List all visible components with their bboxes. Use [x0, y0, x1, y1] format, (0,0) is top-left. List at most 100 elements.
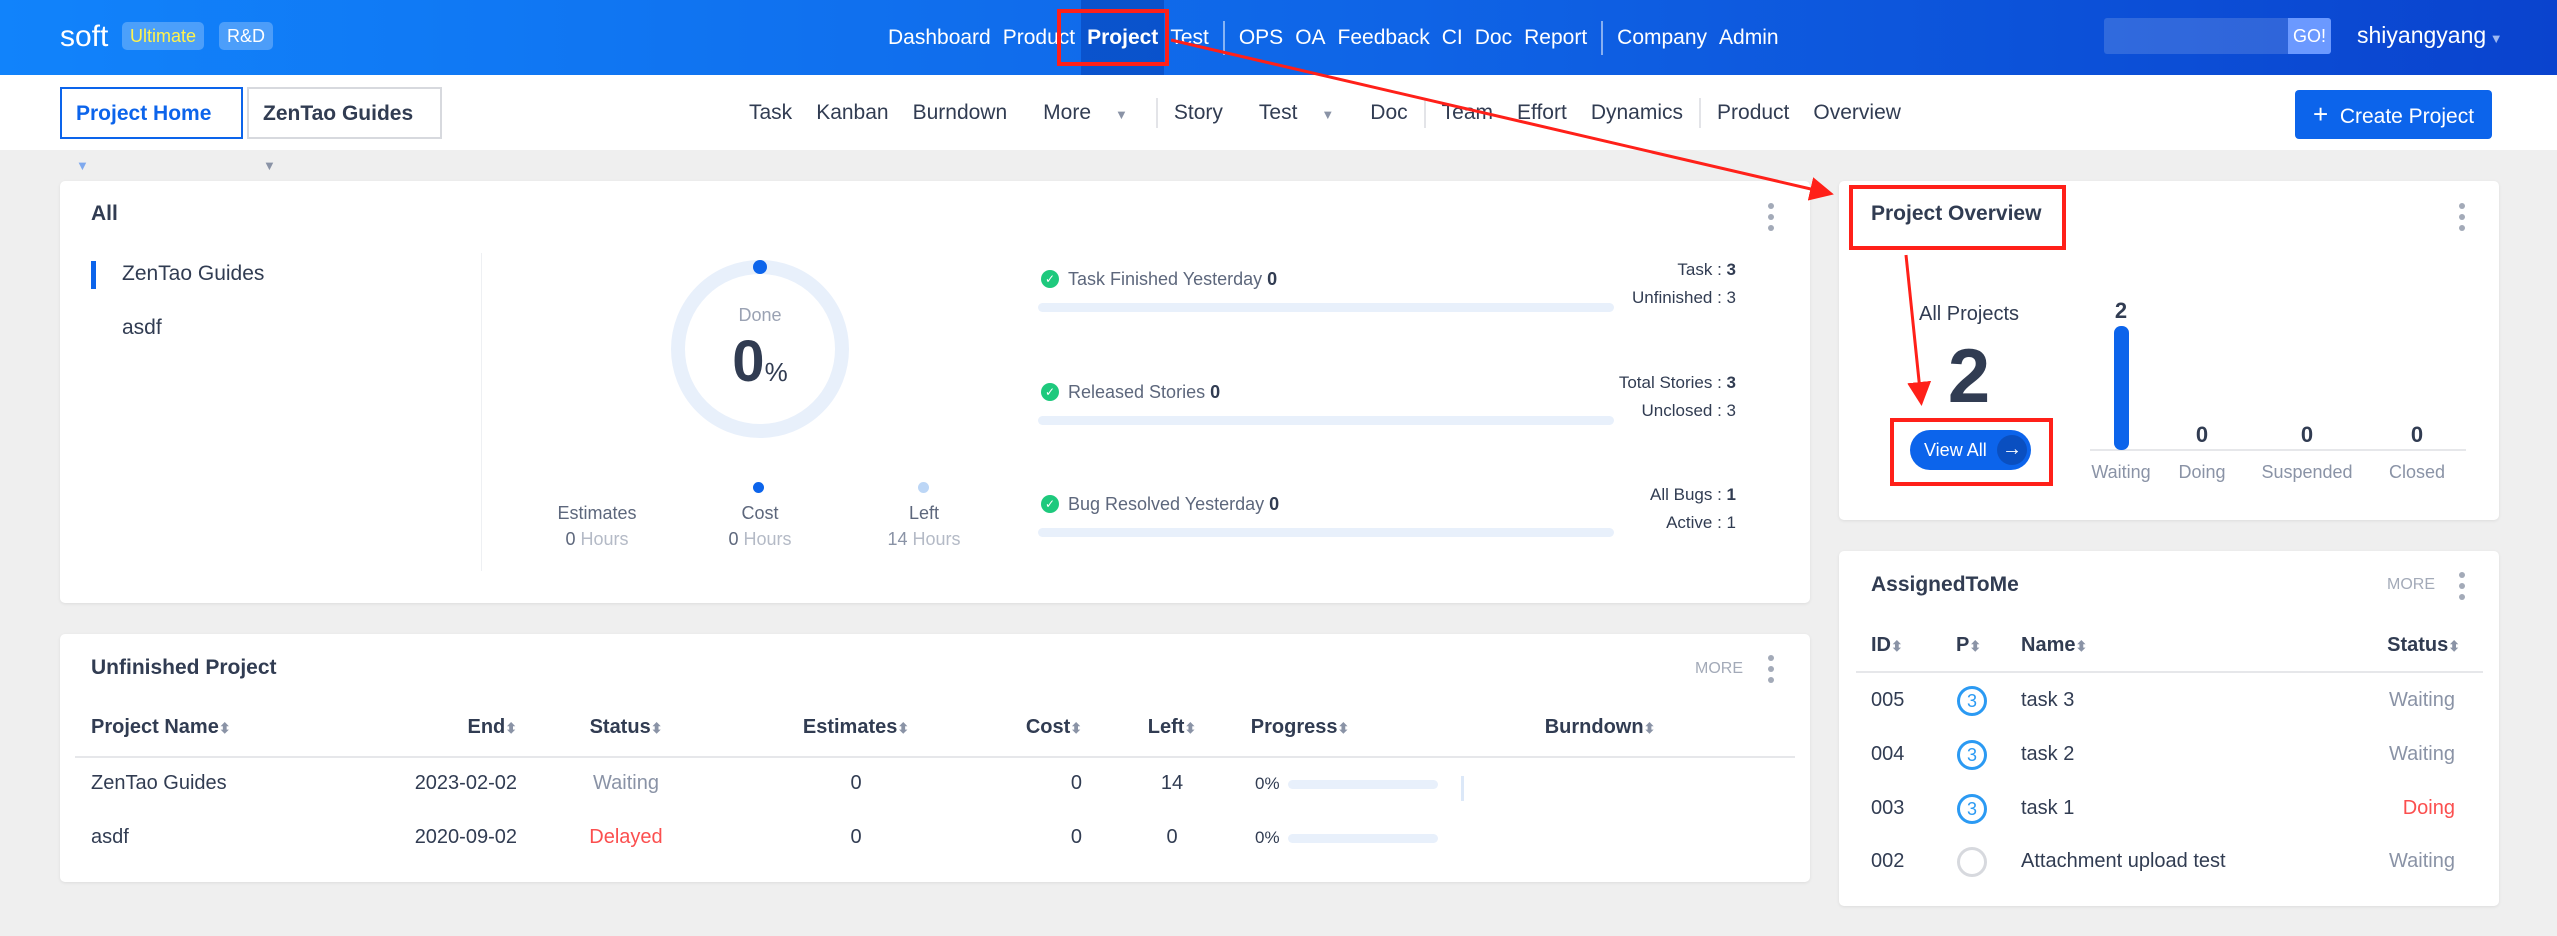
more-options-icon[interactable] [1768, 203, 1776, 236]
project-name-link[interactable]: ZenTao Guides [91, 772, 227, 794]
subnav-task[interactable]: Task [749, 100, 793, 124]
create-project-label: Create Project [2339, 105, 2475, 128]
subnav-doc[interactable]: Doc [1370, 100, 1408, 124]
nav-report[interactable]: Report [1524, 26, 1588, 49]
subnav-more-label: More [1043, 100, 1092, 124]
sort-icon[interactable]: ⬍ [1184, 720, 1197, 736]
nav-feedback[interactable]: Feedback [1337, 26, 1430, 49]
subnav-story[interactable]: Story [1173, 100, 1223, 124]
card-title: All [91, 202, 118, 225]
project-name-link[interactable]: asdf [91, 826, 129, 848]
left-dot [918, 482, 929, 493]
nav-doc[interactable]: Doc [1474, 26, 1513, 49]
subnav-team[interactable]: Team [1441, 100, 1494, 124]
chart-category-label: Doing [2178, 462, 2225, 482]
subnav-more[interactable]: More ▼ [1019, 101, 1152, 125]
column-header-label: Name [2021, 634, 2076, 656]
subnav-effort[interactable]: Effort [1517, 100, 1567, 124]
task-name-link[interactable]: task 2 [2021, 743, 2075, 765]
task-name-link[interactable]: Attachment upload test [2021, 850, 2226, 872]
more-link[interactable]: MORE [2387, 576, 2435, 593]
column-header[interactable]: ID⬍ [1871, 634, 1903, 657]
sort-icon[interactable]: ⬍ [505, 720, 517, 736]
subnav-kanban[interactable]: Kanban [816, 100, 889, 124]
column-header-label: ID [1871, 634, 1891, 656]
breadcrumb-project-home[interactable]: Project Home ▼ [60, 87, 243, 173]
column-header[interactable]: Cost⬍ [882, 716, 1082, 739]
sort-icon[interactable]: ⬍ [897, 720, 910, 736]
column-header[interactable]: Project Name⬍ [91, 716, 231, 739]
sort-icon[interactable]: ⬍ [1070, 720, 1082, 736]
project-status-chart: 2 Waiting 0 Doing 0 Suspended 0 Closed [2090, 298, 2466, 482]
sort-icon[interactable]: ⬍ [218, 720, 231, 736]
nav-dashboard[interactable]: Dashboard [888, 26, 991, 49]
cost-label: Cost [741, 503, 779, 523]
breadcrumb-project[interactable]: ZenTao Guides ▼ [247, 87, 442, 173]
sort-icon[interactable]: ⬍ [2448, 638, 2460, 654]
view-all-label: View All [1924, 440, 1987, 460]
sort-icon[interactable]: ⬍ [1891, 638, 1903, 654]
chevron-down-icon: ▼ [1321, 106, 1335, 122]
nav-admin[interactable]: Admin [1719, 26, 1779, 49]
nav-product[interactable]: Product [1002, 26, 1076, 49]
card-title: Project Overview [1871, 202, 2042, 225]
chart-category-label: Suspended [2261, 462, 2352, 482]
column-header[interactable]: Estimates⬍ [756, 716, 956, 739]
nav-ci[interactable]: CI [1441, 26, 1463, 49]
nav-company[interactable]: Company [1617, 26, 1708, 49]
column-header[interactable]: P⬍ [1956, 634, 1981, 657]
done-number: 0 [732, 329, 765, 394]
subnav-burndown[interactable]: Burndown [912, 100, 1008, 124]
search-go-button[interactable]: GO! [2288, 18, 2331, 54]
sort-icon[interactable]: ⬍ [650, 720, 663, 736]
subnav-product[interactable]: Product [1717, 100, 1790, 124]
column-header[interactable]: Name⬍ [2021, 634, 2087, 657]
stat-total: All Bugs : 1 [1560, 485, 1736, 505]
project-list-item[interactable]: asdf [122, 316, 162, 339]
chart-value-label: 2 [2115, 298, 2127, 323]
view-all-button[interactable]: View All → [1910, 430, 2031, 470]
task-name-link[interactable]: task 1 [2021, 797, 2075, 819]
stat-open: Active : 1 [1560, 513, 1736, 533]
stat-open-value: 1 [1726, 513, 1736, 532]
subnav-overview[interactable]: Overview [1813, 100, 1901, 124]
estimates-value: 0 Hours [537, 529, 657, 550]
task-name-link[interactable]: task 3 [2021, 689, 2075, 711]
logo[interactable]: soft [60, 20, 109, 53]
column-header-label: Project Name [91, 716, 219, 738]
more-options-icon[interactable] [2459, 572, 2467, 605]
nav-project[interactable]: Project [1081, 0, 1165, 75]
column-header-label: Status [2387, 634, 2449, 656]
end-date: 2023-02-02 [414, 772, 517, 794]
sort-icon[interactable]: ⬍ [2075, 638, 2088, 654]
user-menu[interactable]: shiyangyang ▼ [2357, 22, 2503, 49]
nav-test[interactable]: Test [1170, 26, 1209, 49]
more-options-icon[interactable] [2459, 203, 2467, 236]
project-list-item[interactable]: ZenTao Guides [122, 262, 265, 285]
more-link[interactable]: MORE [1695, 660, 1743, 677]
column-header-label: Progress [1250, 716, 1338, 738]
nav-oa[interactable]: OA [1295, 26, 1326, 49]
column-header[interactable]: End⬍ [317, 716, 517, 739]
sort-icon[interactable]: ⬍ [1337, 720, 1350, 736]
stat-total: Task : 3 [1560, 260, 1736, 280]
chart-value-label: 0 [2196, 422, 2208, 447]
sort-icon[interactable]: ⬍ [1969, 638, 1982, 654]
stat-total: Total Stories : 3 [1560, 373, 1736, 393]
subnav-dynamics[interactable]: Dynamics [1590, 100, 1684, 124]
subnav-test[interactable]: Test ▼ [1235, 101, 1358, 125]
column-header[interactable]: Status⬍ [2260, 634, 2460, 657]
column-header[interactable]: Burndown⬍ [1500, 716, 1700, 739]
more-options-icon[interactable] [1768, 655, 1776, 688]
nav-ops[interactable]: OPS [1238, 26, 1284, 49]
create-project-button[interactable]: + Create Project [2295, 90, 2492, 139]
progress-percent: 0% [1255, 774, 1280, 793]
column-header[interactable]: Status⬍ [526, 716, 726, 739]
column-header[interactable]: Progress⬍ [1200, 716, 1400, 739]
column-header[interactable]: Left⬍ [1072, 716, 1272, 739]
stat-open-value: 3 [1726, 401, 1736, 420]
stat-total-label: Task : [1677, 260, 1727, 279]
sort-icon[interactable]: ⬍ [1643, 720, 1656, 736]
priority-badge: 3 [1957, 740, 1987, 770]
unfinished-project-card [60, 634, 1810, 882]
